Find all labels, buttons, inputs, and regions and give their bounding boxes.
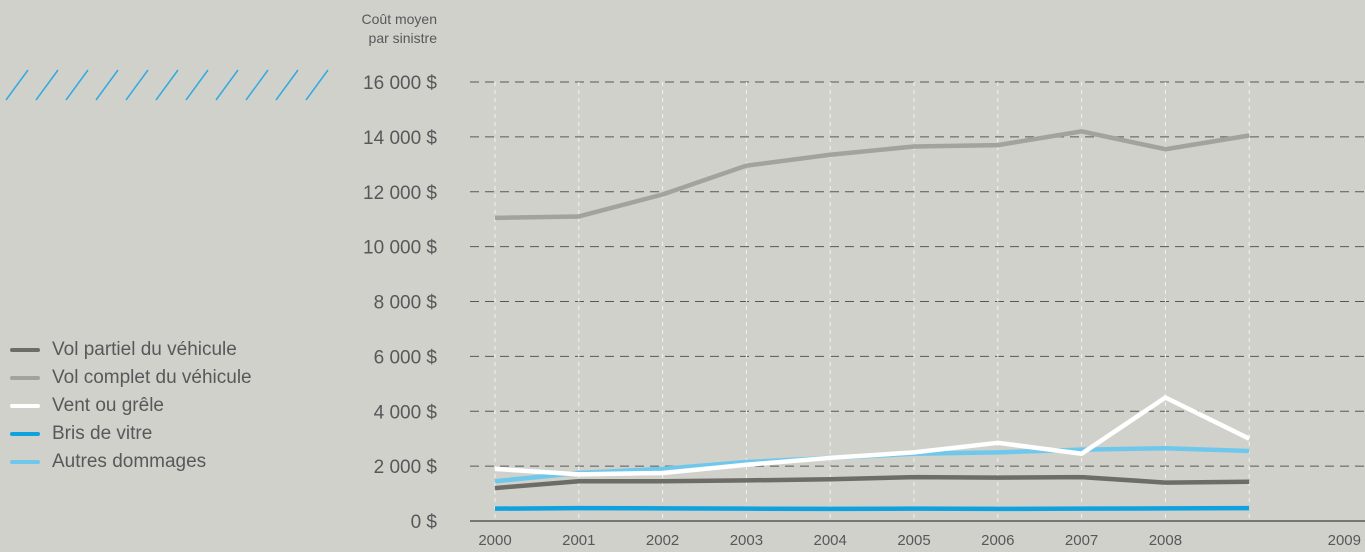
chart-series-lines xyxy=(494,129,1251,512)
legend-label-vol-partiel: Vol partiel du véhicule xyxy=(52,339,237,360)
hatch-stroke xyxy=(185,69,209,101)
hatch-stroke xyxy=(95,69,119,101)
series-line-bris-de-vitre xyxy=(494,505,1250,512)
series-line-vol-partiel xyxy=(494,474,1250,491)
series-line-vol-complet xyxy=(494,129,1250,221)
series-line-vent-ou-grele xyxy=(494,395,1251,477)
legend-item-autres-dommages: Autres dommages xyxy=(10,451,252,473)
hatch-stroke xyxy=(215,69,239,101)
x-tick-label: 2002 xyxy=(646,532,679,549)
y-tick-label: 16 000 $ xyxy=(363,73,437,94)
x-tick-label: 2005 xyxy=(897,532,930,549)
legend-swatch-bris-de-vitre xyxy=(10,432,40,436)
y-axis-tick-labels: 0 $ 2 000 $ 4 000 $ 6 000 $ 8 000 $ 10 000 $ 1… xyxy=(363,73,437,533)
hatch-stroke xyxy=(125,69,149,101)
legend-item-bris-de-vitre: Bris de vitre xyxy=(10,423,252,445)
legend-swatch-vol-partiel xyxy=(10,348,40,352)
y-tick-label: 10 000 $ xyxy=(363,238,437,259)
hatch-stroke xyxy=(35,69,59,101)
chart-legend: Vol partiel du véhicule Vol complet du v… xyxy=(10,339,252,479)
y-tick-label: 8 000 $ xyxy=(374,293,438,314)
x-tick-label: 2007 xyxy=(1065,532,1098,549)
decorative-hatch xyxy=(5,69,329,101)
x-tick-label: 2009 xyxy=(1328,532,1361,549)
x-tick-label: 2006 xyxy=(981,532,1014,549)
x-tick-label: 2008 xyxy=(1149,532,1182,549)
x-axis-tick-labels: 2000 2001 2002 2003 2004 2005 2006 2007 2008 2009 xyxy=(478,532,1361,549)
legend-label-bris-de-vitre: Bris de vitre xyxy=(52,423,153,444)
legend-swatch-vent-ou-grele xyxy=(10,404,40,408)
hatch-stroke xyxy=(305,69,329,101)
y-axis-label-line-2: par sinistre xyxy=(368,30,437,46)
y-tick-label: 4 000 $ xyxy=(374,402,438,423)
y-tick-label: 0 $ xyxy=(411,512,438,533)
y-axis-label-line-1: Coût moyen xyxy=(361,11,437,27)
legend-item-vol-partiel: Vol partiel du véhicule xyxy=(10,339,252,361)
legend-swatch-vol-complet xyxy=(10,376,40,380)
y-axis-label: Coût moyen par sinistre xyxy=(300,10,437,48)
hatch-stroke xyxy=(5,69,29,101)
y-tick-label: 2 000 $ xyxy=(374,457,438,478)
y-tick-label: 14 000 $ xyxy=(363,128,437,149)
legend-swatch-autres-dommages xyxy=(10,460,40,464)
hatch-stroke xyxy=(245,69,269,101)
legend-item-vent-ou-grele: Vent ou grêle xyxy=(10,395,252,417)
x-tick-label: 2000 xyxy=(478,532,511,549)
hatch-stroke xyxy=(65,69,89,101)
x-tick-label: 2004 xyxy=(814,532,847,549)
legend-label-autres-dommages: Autres dommages xyxy=(52,451,207,472)
legend-label-vent-ou-grele: Vent ou grêle xyxy=(52,395,164,416)
hatch-stroke xyxy=(275,69,299,101)
legend-label-vol-complet: Vol complet du véhicule xyxy=(52,367,252,388)
legend-item-vol-complet: Vol complet du véhicule xyxy=(10,367,252,389)
y-tick-label: 6 000 $ xyxy=(374,347,438,368)
x-tick-label: 2001 xyxy=(562,532,595,549)
hatch-stroke xyxy=(155,69,179,101)
y-tick-label: 12 000 $ xyxy=(363,183,437,204)
x-tick-label: 2003 xyxy=(730,532,763,549)
